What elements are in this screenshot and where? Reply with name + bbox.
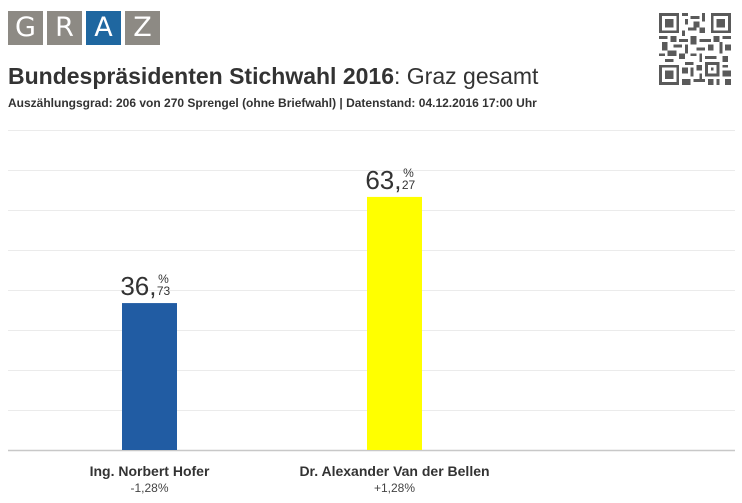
- graz-logo: G R A Z: [8, 11, 160, 45]
- data-label-decimal: 27: [402, 178, 416, 192]
- data-label: 63, %27: [365, 165, 415, 195]
- data-label-integer: 63,: [365, 165, 401, 195]
- data-label: 36, %73: [120, 271, 170, 301]
- bar: [367, 196, 422, 450]
- title-main: Bundespräsidenten Stichwahl 2016: [8, 63, 395, 89]
- page-subtitle: Auszählungsgrad: 206 von 270 Sprengel (o…: [8, 96, 537, 110]
- change-label: -1,28%: [130, 481, 168, 495]
- page-title: Bundespräsidenten Stichwahl 2016: Graz g…: [8, 63, 538, 90]
- data-label-decimal: 73: [157, 284, 171, 298]
- logo-letter: Z: [125, 11, 160, 45]
- data-label-unit: %: [158, 272, 169, 286]
- category-label: Dr. Alexander Van der Bellen: [299, 463, 489, 479]
- change-label: +1,28%: [374, 481, 415, 495]
- logo-letter: R: [47, 11, 82, 45]
- logo-letter: G: [8, 11, 43, 45]
- logo-letter: A: [86, 11, 121, 45]
- title-location: : Graz gesamt: [394, 63, 539, 89]
- qr-code-icon: [659, 13, 731, 85]
- category-label: Ing. Norbert Hofer: [90, 463, 210, 479]
- data-label-unit: %: [403, 166, 414, 180]
- data-label-integer: 36,: [120, 271, 156, 301]
- bar: [122, 303, 177, 450]
- bars: [122, 196, 422, 450]
